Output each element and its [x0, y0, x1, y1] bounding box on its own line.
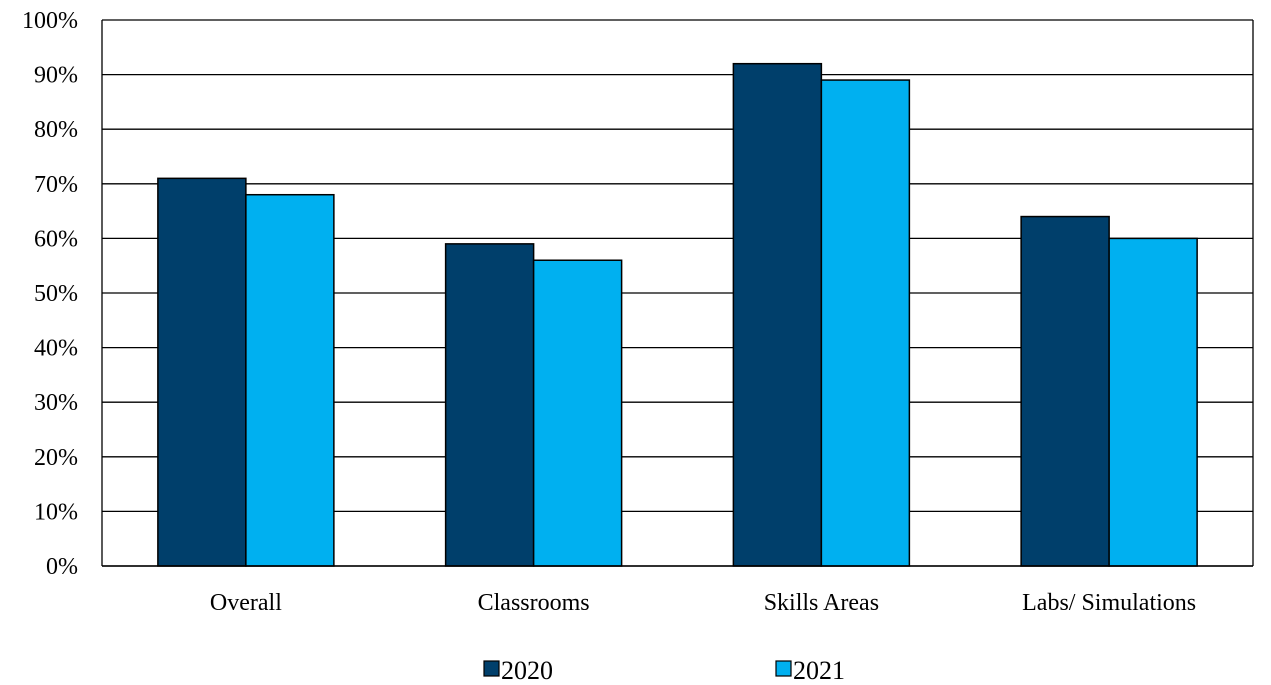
legend-label: 2020: [501, 656, 553, 685]
x-category-label: Classrooms: [478, 590, 590, 616]
y-tick-label: 90%: [34, 63, 78, 89]
y-tick-label: 80%: [34, 117, 78, 143]
y-tick-label: 40%: [34, 336, 78, 362]
y-tick-label: 70%: [34, 172, 78, 198]
bar-2020-1: [444, 243, 535, 567]
x-axis-category-labels: Overall Classrooms Skills Areas Labs/ Simul…: [210, 590, 1196, 616]
legend-swatch-2020: [483, 660, 500, 677]
bars: [157, 62, 1198, 567]
y-tick-label: 30%: [34, 390, 78, 416]
legend-label: 2021: [793, 656, 845, 685]
y-tick-label: 100%: [22, 8, 78, 34]
y-tick-label: 10%: [34, 499, 78, 525]
bar-2021-1: [532, 259, 623, 567]
bar-2020-2: [732, 62, 823, 567]
x-category-label: Labs/ Simulations: [1022, 590, 1196, 616]
x-category-label: Overall: [210, 590, 282, 616]
y-axis-tick-labels: 0% 10% 20% 30% 40% 50% 60% 70% 80% 90% 100%: [22, 8, 78, 580]
y-tick-label: 50%: [34, 281, 78, 307]
y-tick-label: 60%: [34, 226, 78, 252]
bar-2021-3: [1108, 237, 1198, 567]
legend: 2020 2021: [483, 656, 845, 685]
legend-swatch-2021: [775, 660, 792, 677]
y-tick-label: 20%: [34, 445, 78, 471]
bar-2021-2: [820, 79, 911, 567]
bar-2021-0: [245, 193, 335, 567]
plot-frame: [101, 20, 1254, 567]
bar-2020-0: [157, 177, 247, 567]
y-tick-label: 0%: [46, 554, 78, 580]
x-category-label: Skills Areas: [764, 590, 879, 616]
bar-2020-3: [1020, 215, 1110, 567]
